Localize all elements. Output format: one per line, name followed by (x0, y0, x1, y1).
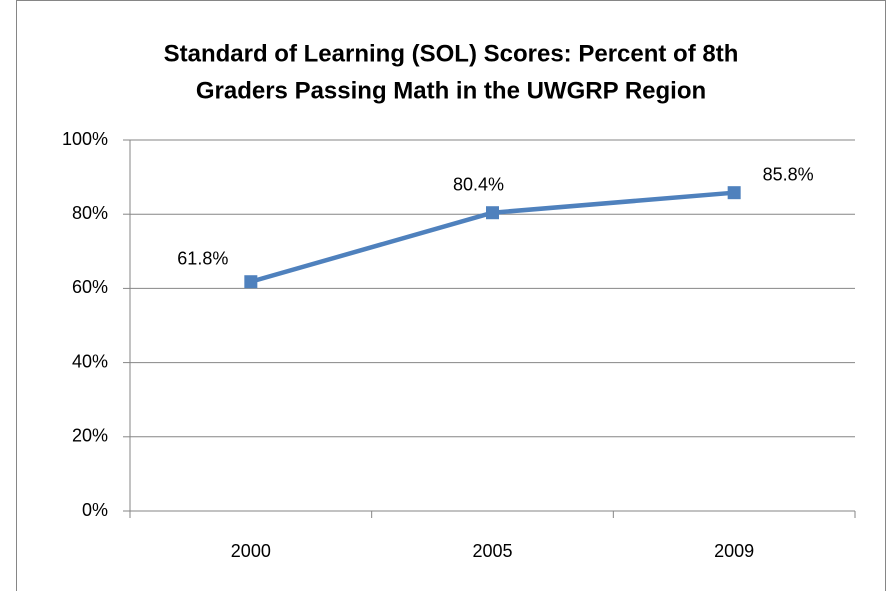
point-marker (486, 206, 499, 220)
y-tick-label: 0% (82, 500, 108, 520)
y-tick-label: 100% (62, 129, 108, 149)
y-tick-label: 80% (72, 203, 108, 223)
y-tick-label: 60% (72, 277, 108, 297)
data-label: 80.4% (453, 174, 504, 194)
data-label: 85.8% (763, 164, 814, 184)
x-tick-label: 2005 (472, 541, 512, 561)
point-marker (727, 186, 741, 200)
chart-frame (16, 0, 886, 591)
x-tick-label: 2009 (714, 541, 754, 561)
chart-title: Graders Passing Math in the UWGRP Region (196, 77, 706, 104)
x-tick-label: 2000 (231, 541, 271, 561)
point-marker (244, 275, 258, 289)
data-label: 61.8% (177, 248, 228, 268)
chart-title: Standard of Learning (SOL) Scores: Perce… (164, 40, 739, 67)
y-tick-label: 40% (72, 351, 108, 371)
y-tick-label: 20% (72, 426, 108, 446)
